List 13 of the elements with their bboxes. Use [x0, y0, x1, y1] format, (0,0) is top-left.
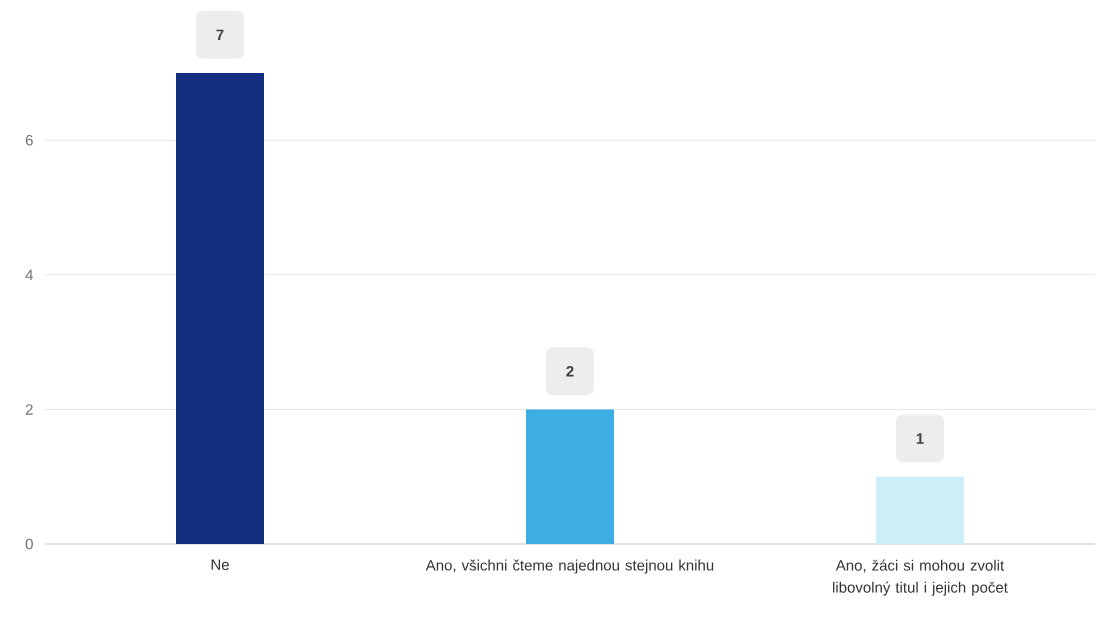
y-tick-label: 6	[25, 134, 33, 146]
bar	[875, 476, 964, 544]
y-tick-label: 2	[25, 404, 33, 415]
y-tick-label: 4	[25, 269, 34, 281]
x-tick-label: Ne	[211, 559, 229, 570]
y-tick-label: 0	[25, 538, 33, 550]
data-label: 7	[216, 29, 224, 40]
x-tick-label: Ano, žáci si mohou zvolit libovolný titul i jejich počet	[833, 559, 1008, 596]
bar	[525, 409, 614, 544]
x-tick-label: Ano, všichni čteme najednou stejnou knihu	[425, 559, 714, 574]
bar	[176, 73, 264, 544]
data-label: 1	[916, 433, 924, 444]
data-label: 2	[566, 365, 574, 377]
